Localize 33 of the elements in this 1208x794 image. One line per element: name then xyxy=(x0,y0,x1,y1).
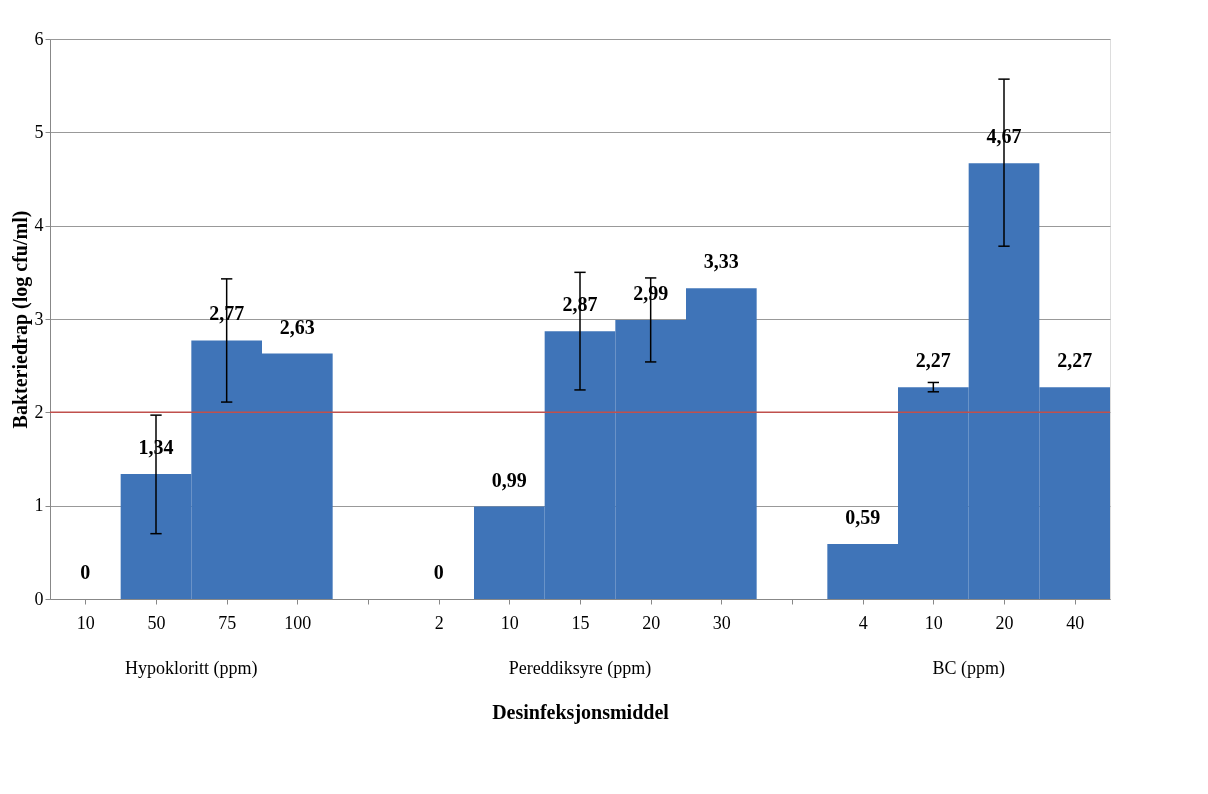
x-axis-title: Desinfeksjonsmiddel xyxy=(492,700,670,724)
y-tick-label: 0 xyxy=(34,588,44,609)
data-label: 3,33 xyxy=(703,250,739,273)
text: Hypokloritt (ppm) xyxy=(125,658,258,679)
y-tick-label: 3 xyxy=(34,308,44,329)
x-tick-label: 75 xyxy=(218,612,237,633)
data-label: 0 xyxy=(80,561,91,583)
y-tick-label: 1 xyxy=(34,495,44,516)
x-tick-label: 40 xyxy=(1066,612,1085,633)
data-label: 2,63 xyxy=(279,315,315,338)
x-tick-label: 4 xyxy=(858,612,868,633)
data-label: 2,27 xyxy=(1057,349,1093,372)
x-tick-label: 50 xyxy=(147,612,166,633)
text: BC (ppm) xyxy=(932,658,1005,679)
x-tick-label: 10 xyxy=(924,612,943,633)
data-label: 0,99 xyxy=(491,468,527,491)
x-tick-label: 2 xyxy=(434,612,444,633)
text: Pereddiksyre (ppm) xyxy=(508,658,652,679)
x-tick-label: 10 xyxy=(76,612,95,633)
data-label: 2,27 xyxy=(915,349,951,372)
x-tick-label: 15 xyxy=(571,612,590,633)
x-tick-label: 10 xyxy=(500,612,519,633)
x-tick-label: 20 xyxy=(642,612,661,633)
data-label: 0,59 xyxy=(845,505,881,528)
x-tick-label: 20 xyxy=(995,612,1014,633)
y-tick-label: 2 xyxy=(34,401,44,422)
y-tick-label: 4 xyxy=(34,215,44,236)
x-tick-label: 100 xyxy=(284,612,312,633)
data-label: 0 xyxy=(433,561,444,583)
y-tick-label: 5 xyxy=(34,121,44,142)
x-tick-label: 30 xyxy=(712,612,731,633)
y-tick-label: 6 xyxy=(34,28,44,49)
y-axis-title: Bakteriedrap (log cfu/ml) xyxy=(8,210,32,429)
